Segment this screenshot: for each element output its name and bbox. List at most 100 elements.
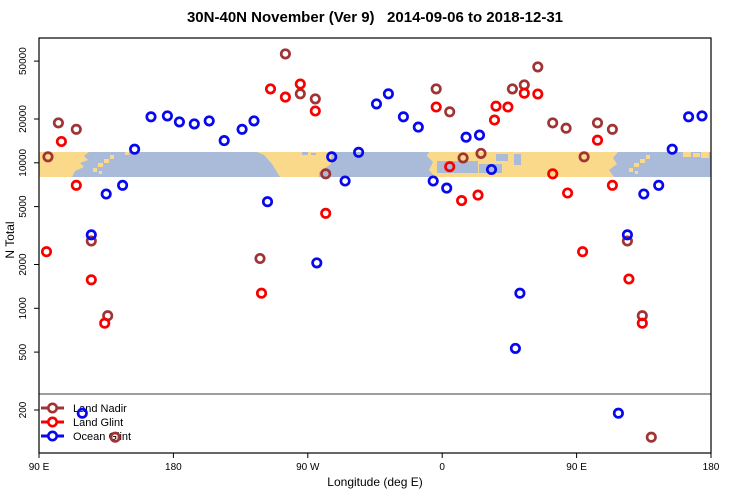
- data-point: [382, 88, 394, 100]
- data-point: [353, 146, 365, 158]
- plot-border: [38, 37, 712, 454]
- data-point: [560, 122, 572, 134]
- data-point: [99, 317, 111, 329]
- data-point: [666, 143, 678, 155]
- legend-item: Land Nadir: [41, 402, 127, 415]
- data-point: [591, 134, 604, 146]
- data-point: [40, 246, 53, 258]
- data-point: [427, 175, 439, 187]
- data-point: [441, 182, 453, 194]
- land-island: [701, 152, 709, 158]
- data-point: [370, 98, 383, 110]
- world-map-band: [39, 152, 711, 177]
- land-island: [629, 168, 633, 172]
- data-point: [636, 317, 648, 329]
- data-point: [161, 110, 173, 122]
- y-tick-label: 20000: [18, 105, 29, 133]
- data-point: [562, 187, 574, 199]
- legend-label: Land Glint: [73, 417, 123, 429]
- data-point: [621, 235, 633, 247]
- data-point: [85, 235, 97, 247]
- data-point: [85, 274, 97, 286]
- x-tick-label: 90 E: [566, 462, 587, 473]
- data-point: [547, 117, 559, 129]
- land-island: [104, 159, 109, 163]
- data-point: [397, 111, 409, 123]
- data-point: [578, 151, 590, 163]
- data-point: [460, 131, 472, 143]
- data-point: [218, 135, 230, 147]
- data-point: [279, 91, 291, 103]
- data-point: [577, 246, 589, 258]
- data-point: [261, 196, 274, 208]
- data-point: [109, 431, 121, 443]
- land-island: [640, 159, 645, 163]
- inland-sea: [479, 164, 502, 173]
- y-tick-label: 10000: [18, 148, 29, 176]
- legend-label: Ocean Glint: [73, 431, 131, 443]
- data-point: [645, 431, 657, 443]
- data-point: [76, 407, 88, 419]
- y-tick-label: 200: [18, 401, 29, 418]
- chart-title: 30N-40N November (Ver 9) 2014-09-06 to 2…: [187, 9, 563, 26]
- legend-marker-circle: [46, 402, 58, 414]
- data-point: [100, 188, 112, 200]
- data-point: [42, 151, 54, 163]
- data-point: [52, 117, 64, 129]
- y-tick-label: 2000: [18, 253, 29, 276]
- land-island: [634, 163, 639, 167]
- x-axis-title: Longitude (deg E): [327, 475, 422, 489]
- data-point: [254, 252, 266, 265]
- legend-marker-circle: [46, 430, 58, 442]
- land-island: [98, 163, 103, 167]
- y-tick-label: 500: [18, 343, 29, 360]
- land-island: [683, 152, 691, 157]
- data-point: [638, 188, 650, 200]
- land-island: [93, 168, 97, 172]
- data-point: [188, 118, 200, 130]
- data-point: [309, 105, 321, 117]
- inland-sea: [311, 153, 316, 155]
- data-point: [488, 114, 501, 126]
- data-point: [203, 115, 215, 127]
- data-point: [236, 123, 248, 135]
- data-point: [412, 121, 424, 133]
- legend-item: Land Glint: [41, 416, 123, 429]
- y-axis-title: N Total: [3, 221, 17, 258]
- data-point: [612, 407, 624, 419]
- y-tick-label: 5000: [18, 195, 29, 218]
- data-point: [485, 163, 498, 176]
- data-point: [70, 179, 82, 191]
- x-tick-label: 90 E: [29, 462, 50, 473]
- data-point: [294, 78, 306, 90]
- data-point: [514, 287, 526, 299]
- legend: Land Nadir Land Glint Ocean Glint: [41, 402, 131, 443]
- data-point: [509, 342, 521, 354]
- x-tick-label: 180: [165, 462, 182, 473]
- land-island: [635, 171, 638, 174]
- data-point: [547, 168, 559, 180]
- data-point: [248, 115, 260, 127]
- data-point: [444, 161, 456, 173]
- data-points: [40, 48, 708, 443]
- inland-sea: [496, 154, 508, 161]
- data-point: [683, 111, 695, 123]
- data-point: [320, 168, 332, 180]
- data-point: [457, 152, 469, 164]
- data-point: [444, 106, 456, 118]
- data-point: [85, 229, 97, 241]
- data-point: [506, 83, 518, 95]
- data-point: [696, 110, 708, 122]
- data-point: [255, 287, 268, 299]
- data-point: [532, 88, 544, 100]
- data-point: [472, 189, 484, 201]
- data-point: [518, 87, 530, 99]
- inland-sea: [437, 161, 478, 173]
- data-point: [311, 257, 323, 269]
- data-point: [70, 123, 82, 135]
- land-island: [646, 155, 650, 159]
- y-tick-label: 1000: [18, 297, 29, 320]
- data-point: [264, 83, 277, 95]
- data-point: [606, 123, 618, 135]
